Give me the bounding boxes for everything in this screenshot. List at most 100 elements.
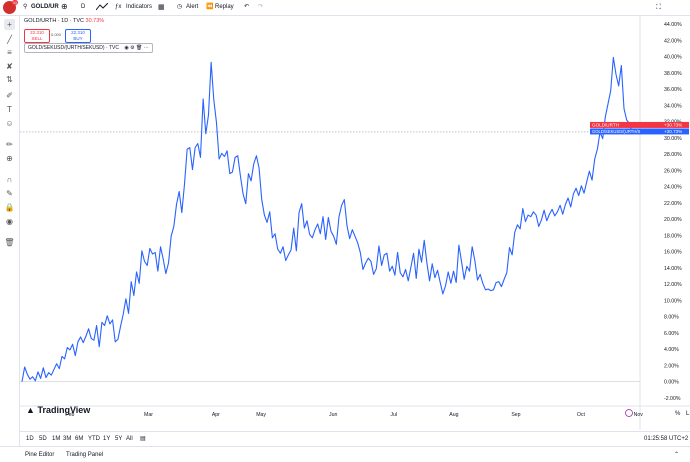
symbol-legend-change: 30.73%	[85, 18, 105, 24]
redo-icon[interactable]: ↷	[258, 4, 264, 10]
y-tick-label: 14.00%	[664, 266, 682, 272]
y-tick-label: 38.00%	[664, 71, 682, 77]
y-tick-label: 2.00%	[664, 363, 679, 369]
event-flag-icon[interactable]	[625, 409, 633, 417]
trend-line-icon[interactable]: ╱	[7, 35, 12, 44]
y-tick-label: 30.00%	[664, 136, 682, 142]
replay-button[interactable]: Replay	[215, 4, 234, 10]
series-line-gold-urth[interactable]	[21, 56, 633, 382]
timeframe-1m[interactable]: 1M	[52, 436, 61, 442]
y-tick-label: 18.00%	[664, 233, 682, 239]
buy-button[interactable]: 22.310 BUY	[65, 29, 91, 43]
timeframe-ytd[interactable]: YTD	[88, 436, 100, 442]
timeframe-5y[interactable]: 5Y	[115, 436, 123, 442]
x-tick-label: Aug	[449, 412, 458, 418]
y-tick-label: -2.00%	[664, 396, 681, 402]
trading-panel-tab[interactable]: Trading Panel	[66, 452, 104, 458]
compare-add-icon[interactable]: ⊕	[61, 2, 68, 11]
y-tick-label: 42.00%	[664, 38, 682, 44]
timeframe-5d[interactable]: 5D	[39, 436, 47, 442]
collapse-panel-icon[interactable]: ⌃	[674, 452, 680, 458]
y-tick-label: 36.00%	[664, 87, 682, 93]
search-icon[interactable]: ⚲	[23, 4, 28, 10]
x-tick-label: Nov	[634, 412, 644, 418]
tradingview-logo-icon: ▲	[26, 405, 35, 415]
sell-button[interactable]: 22.310 SELL	[24, 29, 50, 43]
date-range-icon[interactable]: ▤	[140, 436, 146, 442]
fib-retracement-icon[interactable]: ≡	[7, 48, 12, 57]
indicators-button[interactable]: Indicators	[126, 4, 153, 10]
timeframe-6m[interactable]: 6M	[75, 436, 84, 442]
layouts-grid-icon[interactable]: ▦	[158, 4, 165, 11]
y-tick-label: 16.00%	[664, 250, 682, 256]
indicators-icon[interactable]: ƒx	[115, 4, 122, 10]
x-tick-label: Apr	[212, 412, 220, 418]
y-tick-label: 0.00%	[664, 380, 679, 386]
more-icon[interactable]: ⋯	[143, 45, 149, 51]
price-chart[interactable]: -2.00% 0.00% 2.00% 4.00% 6.00% 8.00% 10.00% 12.…	[20, 16, 690, 430]
eye-icon[interactable]: ◉	[124, 45, 129, 51]
sell-price: 22.310	[30, 30, 44, 35]
ruler-icon[interactable]: ✏	[6, 140, 13, 149]
spread-value: 0.000	[51, 32, 62, 37]
x-tick-label: Feb	[65, 412, 74, 418]
y-tick-label: 20.00%	[664, 217, 682, 223]
fullscreen-icon[interactable]: ⛶	[656, 4, 661, 11]
timeframe-1y[interactable]: 1Y	[103, 436, 111, 442]
interval-button[interactable]: D	[81, 4, 86, 10]
crosshair-icon[interactable]: +	[4, 19, 15, 30]
percent-scale-toggle[interactable]: %	[675, 411, 681, 417]
y-tick-label: 26.00%	[664, 168, 682, 174]
symbol-legend-title: GOLD/URTH · 1D · TVC	[24, 18, 84, 24]
magnet-icon[interactable]: ∩	[6, 175, 13, 184]
secondary-series-label-bg	[590, 128, 640, 135]
timeframe-all[interactable]: All	[126, 436, 133, 442]
buy-price: 22.310	[71, 30, 85, 35]
x-tick-label: Sep	[511, 412, 520, 418]
primary-value-label-bg	[640, 121, 689, 128]
y-tick-label: 10.00%	[664, 298, 682, 304]
buy-label: BUY	[73, 35, 83, 41]
prediction-icon[interactable]: ⇅	[6, 75, 13, 84]
pine-editor-tab[interactable]: Pine Editor	[25, 452, 55, 458]
text-icon[interactable]: T	[7, 105, 12, 114]
timeframe-bar: 1D 5D 1M 3M 6M YTD 1Y 5Y All ▤ 01:25:58 …	[20, 431, 690, 446]
x-tick-label: Jul	[390, 412, 397, 418]
replay-icon[interactable]: ⏪	[206, 4, 214, 10]
secondary-series-name: GOLD/SEKUSD/(URTH/SEKUSD)	[592, 129, 657, 134]
primary-series-name: GOLD/URTH	[592, 122, 619, 127]
comparison-legend[interactable]: GOLD/SEKUSD/(URTH/SEKUSD) · TVC ◉ ⚙ 🗑 ⋯	[24, 43, 153, 53]
clock[interactable]: 01:25:58 UTC+2	[644, 436, 689, 442]
timeframe-3m[interactable]: 3M	[63, 436, 72, 442]
settings-icon[interactable]: ⚙	[130, 45, 135, 51]
y-tick-label: 28.00%	[664, 152, 682, 158]
y-tick-label: 4.00%	[664, 347, 679, 353]
x-tick-label: May	[256, 412, 266, 418]
stay-in-drawing-icon[interactable]: ✎	[6, 189, 13, 198]
timeframe-1d[interactable]: 1D	[26, 436, 34, 442]
x-tick-label: Jun	[329, 412, 337, 418]
hide-icon[interactable]: ◉	[6, 217, 13, 226]
alert-button[interactable]: Alert	[186, 4, 199, 10]
log-scale-toggle[interactable]: L	[686, 411, 690, 417]
y-tick-label: 12.00%	[664, 282, 682, 288]
y-tick-label: 34.00%	[664, 103, 682, 109]
y-tick-label: 6.00%	[664, 331, 679, 337]
pattern-icon[interactable]: ✘	[6, 62, 13, 71]
undo-icon[interactable]: ↶	[244, 4, 250, 10]
comparison-legend-title: GOLD/SEKUSD/(URTH/SEKUSD) · TVC	[28, 45, 119, 51]
trash-icon[interactable]: 🗑	[4, 238, 15, 247]
chart-type-icon[interactable]	[95, 2, 109, 15]
brush-icon[interactable]: ✐	[6, 91, 13, 100]
symbol-search-button[interactable]: GOLD/UR	[31, 4, 59, 10]
delete-icon[interactable]: 🗑	[135, 45, 143, 51]
secondary-value-label: +30.73%	[664, 129, 682, 134]
emoji-icon[interactable]: ☺	[5, 119, 14, 128]
alert-clock-icon[interactable]: ◷	[177, 4, 183, 10]
sell-label: SELL	[31, 35, 43, 41]
lock-icon[interactable]: 🔒	[4, 203, 15, 212]
zoom-icon[interactable]: ⊕	[6, 154, 13, 163]
primary-value-label: +30.73%	[664, 122, 682, 127]
x-tick-label: Mar	[144, 412, 153, 418]
notification-badge: 11	[12, 0, 18, 5]
